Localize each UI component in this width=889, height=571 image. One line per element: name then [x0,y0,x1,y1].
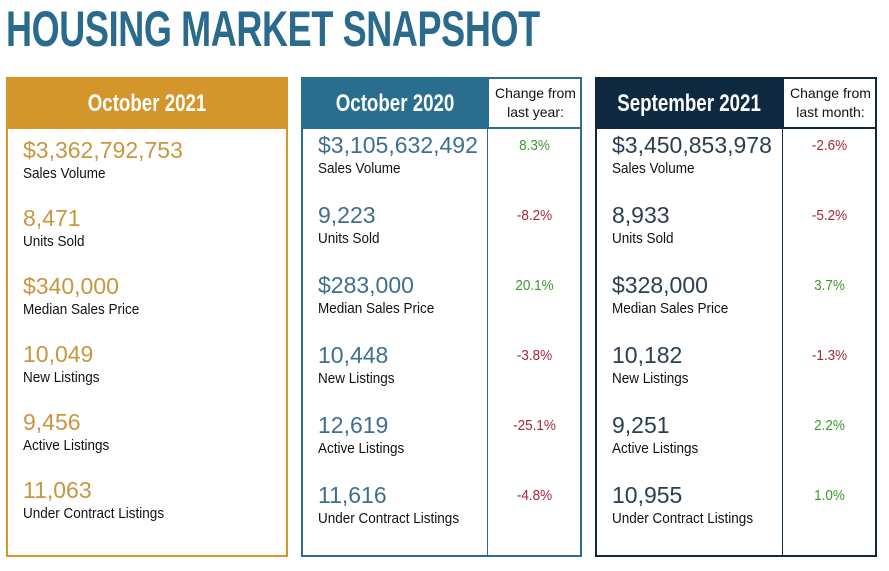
metric-value: 11,616 [318,482,387,508]
change-value: -8.2% [516,207,553,224]
panel: October 2020 Change from last year: $3,105… [301,77,582,557]
metric-label: Sales Volume [23,165,106,182]
column-divider [782,129,783,555]
change-value: 1.0% [814,487,845,504]
metric-value: $3,362,792,753 [23,137,183,163]
metric-label: Under Contract Listings [318,510,460,527]
change-value: -5.2% [811,207,848,224]
panel-heading: October 2020 [303,79,487,129]
metric-label: Sales Volume [318,160,401,177]
panel-heading: October 2021 [8,79,286,129]
metric-value: 10,049 [23,341,94,367]
metric-value: 11,063 [23,477,92,503]
metric-label: Units Sold [612,230,674,247]
metric-value: $3,105,632,492 [318,132,478,158]
metric-label: New Listings [23,369,100,386]
panel: September 2021 Change from last month: $3,… [595,77,877,557]
metric-label: Sales Volume [612,160,695,177]
metric-value: 10,448 [318,342,389,368]
metric-label: Active Listings [318,440,405,457]
change-heading: Change from last year: [487,79,582,129]
metric-value: 12,619 [318,412,389,438]
metric-value: 8,933 [612,202,670,228]
metric-label: Active Listings [23,437,110,454]
metric-label: New Listings [612,370,689,387]
metric-value: $328,000 [612,272,708,298]
heading-text: October 2020 [335,90,455,117]
metric-label: New Listings [318,370,395,387]
change-value: 3.7% [814,277,845,294]
metric-value: 10,182 [612,342,683,368]
metric-label: Units Sold [23,233,85,250]
metric-label: Median Sales Price [318,300,435,317]
column-divider [487,129,488,555]
change-value: 2.2% [814,417,845,434]
metric-label: Median Sales Price [23,301,140,318]
change-value: -2.6% [811,137,848,154]
metric-label: Active Listings [612,440,699,457]
heading-text: September 2021 [617,90,762,117]
change-value: -3.8% [516,347,553,364]
change-value: -1.3% [811,347,848,364]
metric-value: 9,251 [612,412,670,438]
metric-value: $340,000 [23,273,119,299]
change-heading: Change from last month: [782,79,877,129]
metric-label: Median Sales Price [612,300,729,317]
heading-text: October 2021 [87,90,207,117]
change-value: 20.1% [515,277,554,294]
metric-label: Under Contract Listings [23,505,165,522]
metric-value: 10,955 [612,482,683,508]
metric-label: Under Contract Listings [612,510,754,527]
metric-value: 9,456 [23,409,81,435]
panel: October 2021 $3,362,792,753 Sales Volume 8,… [6,77,288,557]
panel-heading: September 2021 [597,79,782,129]
metric-value: $283,000 [318,272,414,298]
change-value: -25.1% [513,417,556,434]
metric-value: 8,471 [23,205,81,231]
change-value: -4.8% [516,487,553,504]
metric-value: $3,450,853,978 [612,132,772,158]
metric-label: Units Sold [318,230,380,247]
page-title: HOUSING MARKET SNAPSHOT [6,1,540,57]
metric-value: 9,223 [318,202,376,228]
change-value: 8.3% [519,137,550,154]
